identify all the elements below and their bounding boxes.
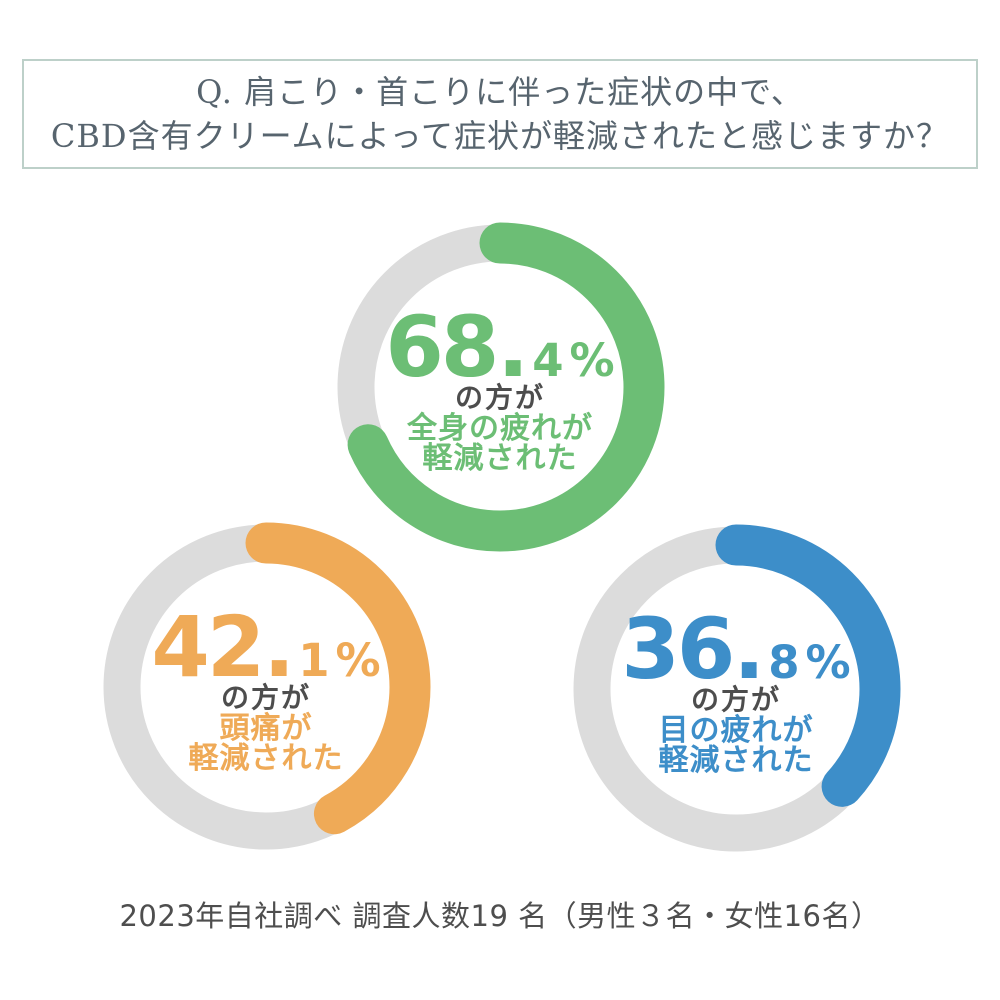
percentage-value: 42 . 1 %	[151, 598, 380, 696]
percentage-decimal: 8	[768, 636, 802, 689]
donut-center-text: 36 . 8 % の方が 目の疲れが 軽減された	[571, 530, 901, 860]
percentage-integer: 36	[621, 600, 735, 698]
donut-value-arc	[101, 522, 431, 852]
percent-sign: %	[569, 334, 615, 387]
symptom-label-line-1: 目の疲れが	[658, 713, 814, 748]
symptom-label-line-2: 軽減された	[658, 743, 814, 778]
percentage-dot: .	[497, 298, 530, 396]
question-line-2: CBD含有クリームによって症状が軽減されたと感じますか？	[50, 117, 950, 155]
percentage-integer: 68	[385, 298, 499, 396]
donut-center-text: 42 . 1 % の方が 頭痛が 軽減された	[101, 528, 431, 858]
percentage-integer: 42	[151, 598, 265, 696]
percentage-value: 68 . 4 %	[385, 298, 614, 396]
symptom-label-line-2: 軽減された	[422, 441, 578, 476]
who-label: の方が	[690, 683, 781, 716]
donut-ring-whole-body-fatigue	[335, 222, 665, 552]
percentage-dot: .	[263, 598, 296, 696]
percent-sign: %	[805, 636, 851, 689]
percentage-decimal: 4	[532, 334, 566, 387]
donut-value-arc	[335, 222, 665, 552]
percentage-dot: .	[733, 600, 766, 698]
survey-source-note: 2023年自社調べ 調査人数19 名（男性３名・女性16名）	[119, 899, 881, 933]
percentage-value: 36 . 8 %	[621, 600, 850, 698]
question-box: Q. 肩こり・首こりに伴った症状の中で、 CBD含有クリームによって症状が軽減さ…	[22, 59, 978, 169]
percent-sign: %	[335, 634, 381, 687]
percentage-decimal: 1	[298, 634, 332, 687]
donut-ring-headache	[101, 522, 431, 852]
donut-chart-eye-strain: 36 . 8 % の方が 目の疲れが 軽減された	[571, 524, 901, 854]
donut-chart-headache: 42 . 1 % の方が 頭痛が 軽減された	[101, 522, 431, 852]
question-line-1: Q. 肩こり・首こりに伴った症状の中で、	[196, 73, 804, 111]
donut-center-text: 68 . 4 % の方が 全身の疲れが 軽減された	[335, 228, 665, 558]
symptom-label-line-1: 全身の疲れが	[407, 411, 593, 446]
who-label: の方が	[454, 381, 545, 414]
symptom-label-line-2: 軽減された	[188, 741, 344, 776]
donut-chart-whole-body-fatigue: 68 . 4 % の方が 全身の疲れが 軽減された	[335, 222, 665, 552]
who-label: の方が	[220, 681, 311, 714]
symptom-label-line-1: 頭痛が	[219, 711, 313, 746]
donut-value-arc	[571, 524, 901, 854]
donut-ring-eye-strain	[571, 524, 901, 854]
